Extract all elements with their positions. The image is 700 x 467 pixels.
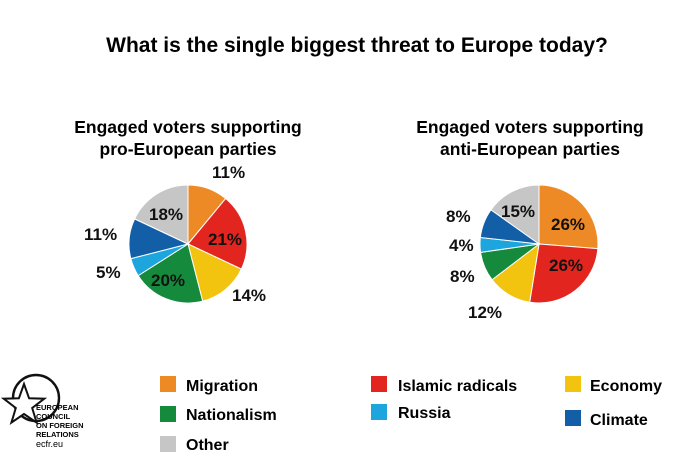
pie-chart-anti-european: 26% 26% 12% 8% 4% 8% 15% (446, 184, 599, 322)
legend-swatch-other (160, 436, 176, 452)
legend-swatch-migration (160, 376, 176, 392)
pie-2-label-islamic-radicals: 26% (549, 256, 583, 275)
legend-swatch-economy (565, 376, 581, 392)
pie-2-slice-islamic-radicals (529, 243, 599, 304)
pie-1-title-line-2: pro-European parties (100, 139, 277, 159)
pie-2-label-migration: 26% (551, 215, 585, 234)
pie-2-label-economy: 12% (468, 303, 502, 322)
pie-1-slice-economy (187, 243, 243, 302)
logo-text-line-3: ON FOREIGN (36, 421, 84, 430)
pie-1-label-islamic-radicals: 21% (208, 230, 242, 249)
legend-swatch-climate (565, 410, 581, 426)
legend-swatch-islamic-radicals (371, 376, 387, 392)
pie-2-slice-other (490, 184, 540, 245)
pie-1-label-nationalism: 20% (151, 271, 185, 290)
pie-1-label-russia: 5% (96, 263, 121, 282)
legend: Migration Islamic radicals Economy Natio… (160, 376, 662, 454)
legend-label-migration: Migration (186, 378, 258, 395)
logo-text-line-1: EUROPEAN (36, 403, 79, 412)
pie-1-label-economy: 14% (232, 286, 266, 305)
pie-1-label-other: 18% (149, 205, 183, 224)
legend-swatch-russia (371, 404, 387, 420)
legend-label-russia: Russia (398, 405, 451, 422)
logo-url: ecfr.eu (36, 439, 63, 449)
legend-label-economy: Economy (590, 378, 662, 395)
pie-1-slice-other (133, 184, 189, 245)
pie-2-label-climate: 8% (446, 207, 471, 226)
pie-chart-pro-european: 11% 21% 14% 20% 5% 11% 18% (84, 163, 266, 305)
pie-1-title-line-1: Engaged voters supporting (74, 117, 302, 137)
legend-label-climate: Climate (590, 412, 648, 429)
pie-1-label-climate: 11% (84, 225, 117, 244)
logo-star-icon (0, 381, 48, 426)
pie-2-title-line-2: anti-European parties (440, 139, 620, 159)
legend-label-other: Other (186, 437, 229, 454)
logo-text-line-2: COUNCIL (36, 412, 71, 421)
pie-1-slice-islamic-radicals (187, 197, 248, 270)
legend-swatch-nationalism (160, 406, 176, 422)
ecfr-logo: EUROPEAN COUNCIL ON FOREIGN RELATIONS ec… (0, 373, 84, 449)
pie-1-label-migration: 11% (212, 163, 245, 182)
pie-2-slice-migration (538, 184, 599, 250)
pie-2-label-other: 15% (501, 202, 535, 221)
legend-label-islamic-radicals: Islamic radicals (398, 378, 517, 395)
pie-2-label-nationalism: 8% (450, 267, 475, 286)
pie-2-title-line-1: Engaged voters supporting (416, 117, 644, 137)
logo-text-line-4: RELATIONS (36, 430, 79, 439)
pie-2-label-russia: 4% (449, 236, 474, 255)
legend-label-nationalism: Nationalism (186, 407, 277, 424)
pie-1-slice-nationalism (137, 243, 204, 304)
chart-title: What is the single biggest threat to Eur… (106, 34, 608, 57)
